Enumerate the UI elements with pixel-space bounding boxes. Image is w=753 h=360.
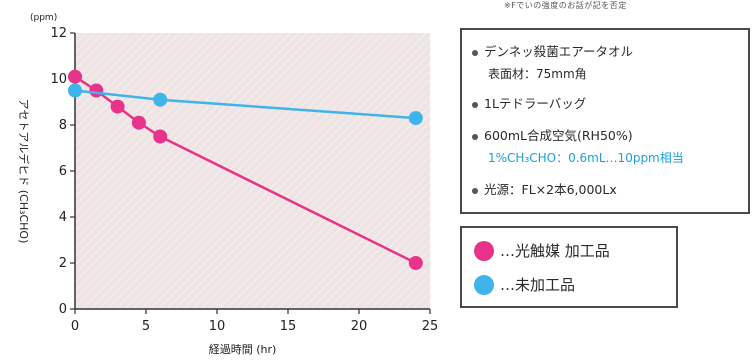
- x-tick-label: 25: [422, 319, 439, 334]
- legend-item-treated: …光触媒 加工品: [474, 240, 610, 261]
- acetaldehyde-chart: 0 2 4 6 8 10 12 0 5 10 15 20 25 (ppm) アセトアルデヒド (CH₃CHO…: [17, 13, 439, 356]
- top-note: ※Fでいの強度のお話が記を否定: [504, 1, 627, 10]
- conditions-box: デンネッ殺菌エアータオル 表面材：75mm角 1Lテドラーバッグ 600mL合成…: [460, 28, 750, 214]
- data-point: [89, 83, 104, 98]
- x-tick-label: 0: [71, 319, 79, 334]
- condition-item: 光源：FL×2本6,000Lx: [472, 182, 617, 198]
- condition-sub: 表面材：75mm角: [488, 67, 587, 81]
- data-point: [131, 115, 146, 130]
- condition-item: 1Lテドラーバッグ: [472, 96, 586, 112]
- y-tick-label: 4: [59, 210, 67, 225]
- bullet-icon: [472, 49, 478, 56]
- data-point: [110, 99, 125, 114]
- bullet-icon: [472, 187, 478, 194]
- y-tick-label: 2: [59, 256, 67, 271]
- plot-area: [75, 33, 430, 309]
- x-tick-label: 5: [142, 319, 150, 334]
- bullet-icon: [472, 101, 478, 108]
- x-tick-label: 10: [209, 319, 226, 334]
- y-axis-label: アセトアルデヒド (CH₃CHO): [17, 99, 31, 244]
- y-tick-label: 6: [59, 164, 67, 179]
- data-point: [153, 129, 168, 144]
- data-point: [68, 69, 82, 84]
- condition-sub: 1%CH₃CHO：0.6mL…10ppm相当: [488, 151, 684, 165]
- data-point: [68, 83, 82, 98]
- x-tick-label: 15: [280, 319, 297, 334]
- data-point: [408, 111, 423, 126]
- data-point: [408, 256, 423, 270]
- y-tick-label: 0: [59, 302, 67, 317]
- x-axis-label: 経過時間 (hr): [209, 343, 277, 356]
- y-unit-label: (ppm): [30, 13, 57, 23]
- blue-dot-icon: [474, 274, 494, 295]
- legend-item-untreated: …未加工品: [474, 274, 575, 295]
- y-tick-label: 10: [50, 72, 67, 87]
- legend: …光触媒 加工品 …未加工品: [460, 226, 678, 308]
- y-tick-label: 12: [50, 26, 67, 41]
- bullet-icon: [472, 133, 478, 140]
- x-tick-label: 20: [351, 319, 368, 334]
- y-tick-label: 8: [59, 118, 67, 133]
- data-point: [153, 92, 168, 107]
- pink-dot-icon: [474, 240, 494, 261]
- condition-item: デンネッ殺菌エアータオル: [472, 44, 633, 60]
- condition-item: 600mL合成空気(RH50%): [472, 128, 633, 144]
